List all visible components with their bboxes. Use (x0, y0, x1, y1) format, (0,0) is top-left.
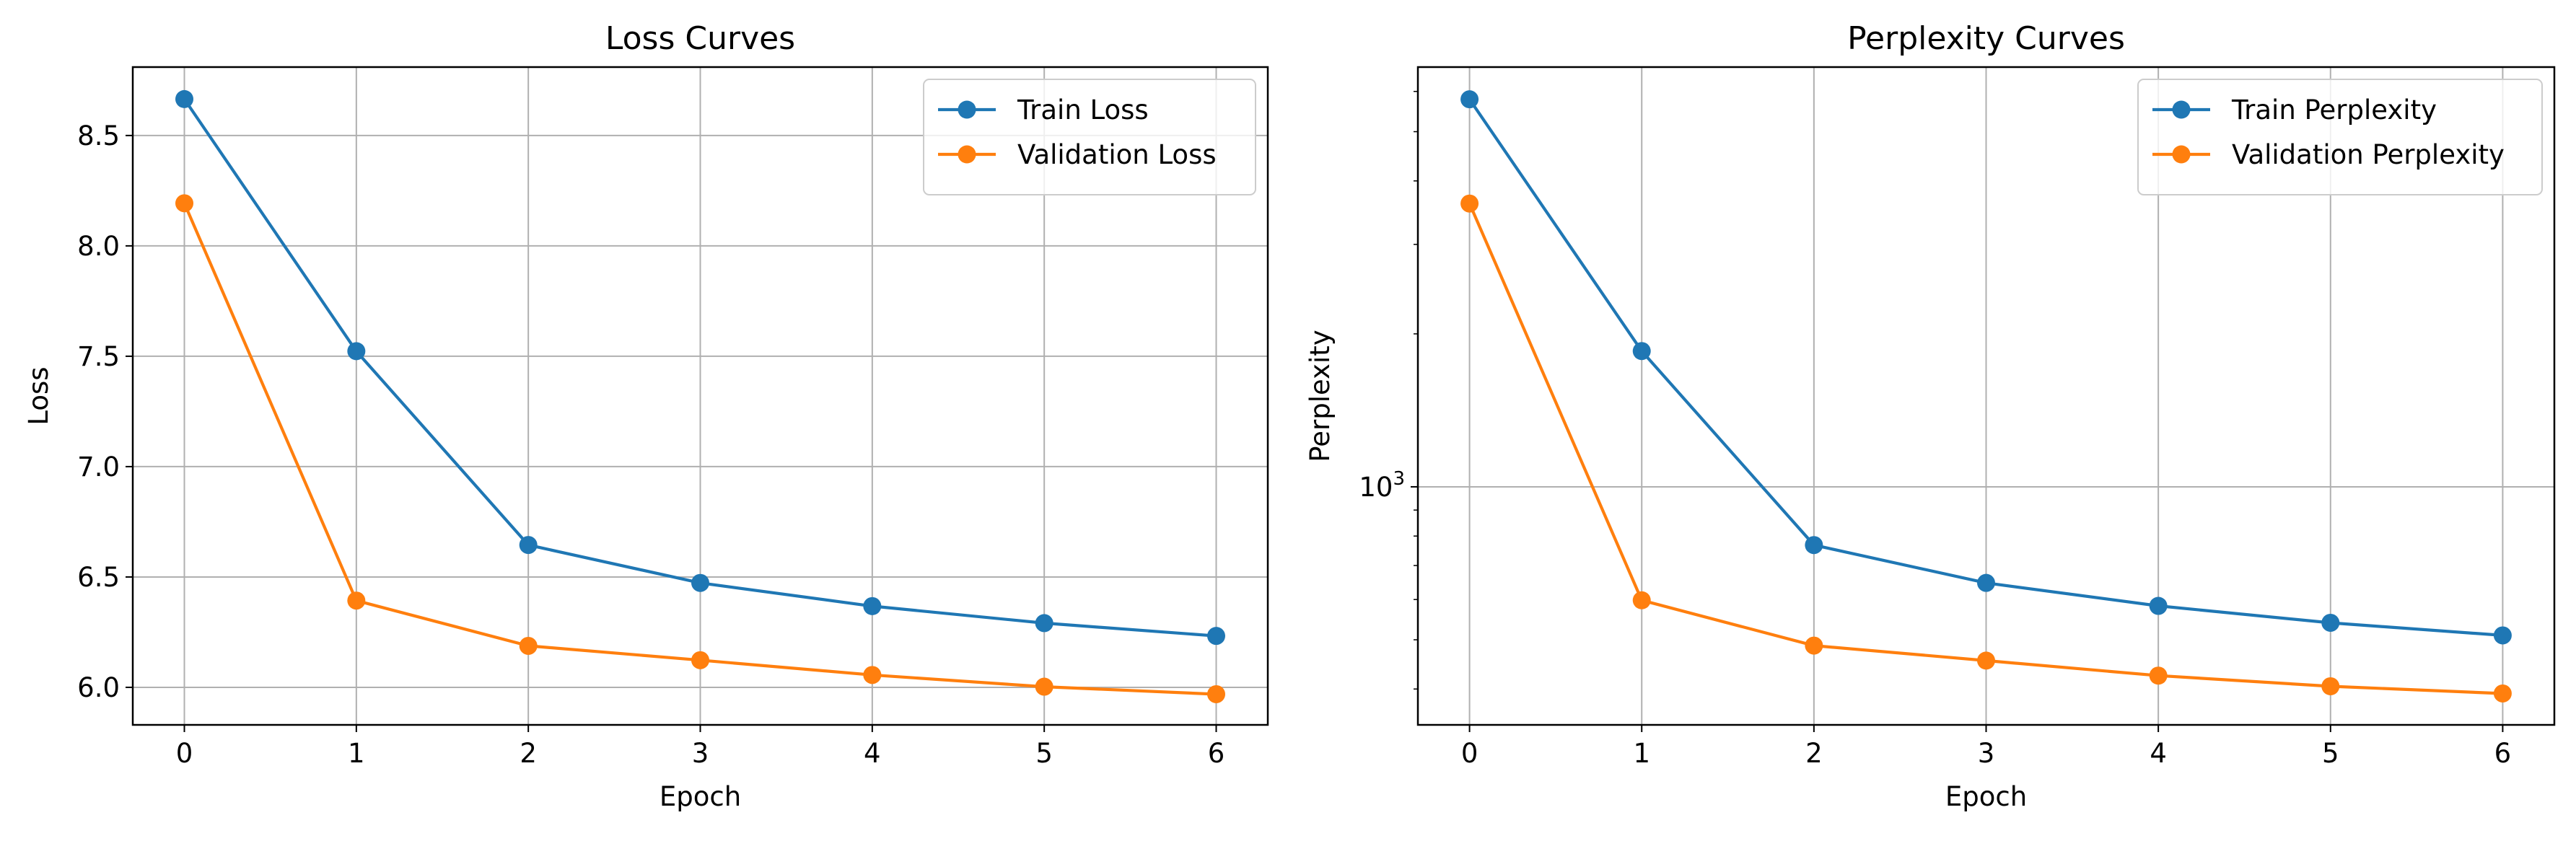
chart-panel-0: 0 1 2 3 4 5 6 6.0 6.5 7.0 7.5 8.0 8.5 Loss Curves Epoc… (23, 20, 1269, 812)
x-axis-label: Epoch (660, 781, 741, 812)
x-tick-label: 1 (348, 738, 365, 769)
data-point (691, 651, 709, 669)
data-point (863, 596, 882, 615)
data-point (1035, 677, 1053, 696)
legend-swatch-marker (958, 100, 976, 119)
data-point (1460, 90, 1479, 109)
data-point (691, 573, 709, 592)
y-tick-label: 8.5 (77, 120, 120, 151)
data-point (175, 194, 193, 213)
legend-label: Validation Perplexity (2232, 139, 2505, 170)
y-tick-label: 7.0 (77, 452, 120, 483)
x-tick-label: 2 (1805, 738, 1823, 769)
legend-label: Validation Loss (1017, 139, 1217, 170)
data-point (347, 591, 366, 610)
data-point (1207, 684, 1225, 703)
y-tick-label: 8.0 (77, 231, 120, 262)
data-point (519, 536, 538, 555)
legend-swatch-marker (958, 145, 976, 164)
x-tick-label: 1 (1633, 738, 1650, 769)
data-point (1805, 536, 1823, 555)
y-axis-label: Loss (23, 366, 54, 425)
data-point (1632, 591, 1651, 609)
data-point (1035, 614, 1053, 633)
legend-box (2137, 79, 2543, 195)
x-tick-label: 0 (1461, 738, 1478, 769)
y-tick-label: 6.0 (77, 672, 120, 703)
data-point (2149, 666, 2168, 685)
x-tick-label: 3 (692, 738, 709, 769)
x-tick-label: 4 (864, 738, 881, 769)
axes-frame (1416, 66, 2556, 726)
legend-box (923, 79, 1256, 195)
y-tick-label: 103 (1359, 468, 1405, 503)
data-point (1977, 573, 1995, 592)
legend: Train Loss Validation Loss (923, 79, 1256, 195)
axes-frame (131, 66, 1269, 726)
y-tick-label: 7.5 (77, 341, 120, 372)
data-point (2493, 684, 2512, 703)
legend-swatch-marker (2172, 145, 2191, 164)
data-point (1977, 651, 1995, 670)
chart-panel-1: 0 1 2 3 4 5 6 103 Perplexity Curves Epoch Perplexi… (1305, 20, 2556, 812)
x-tick-label: 6 (2494, 738, 2512, 769)
data-point (1805, 636, 1823, 655)
data-point (863, 666, 882, 684)
data-point (2493, 626, 2512, 645)
x-tick-label: 0 (176, 738, 193, 769)
data-point (347, 342, 366, 361)
x-tick-label: 3 (1978, 738, 1995, 769)
chart-title: Loss Curves (605, 20, 795, 57)
data-point (2321, 677, 2340, 695)
y-tick-label: 6.5 (77, 562, 120, 593)
legend-swatch-marker (2172, 100, 2191, 119)
chart-title: Perplexity Curves (1847, 20, 2125, 57)
data-point (175, 89, 193, 108)
x-tick-label: 4 (2150, 738, 2167, 769)
x-axis-label: Epoch (1945, 781, 2027, 812)
data-point (1632, 342, 1651, 361)
data-point (1207, 627, 1225, 646)
legend-label: Train Loss (1017, 94, 1149, 126)
data-point (519, 636, 538, 655)
x-tick-label: 6 (1208, 738, 1225, 769)
x-tick-label: 5 (1035, 738, 1053, 769)
legend: Train Perplexity Validation Perplexity (2137, 79, 2543, 195)
x-tick-label: 5 (2322, 738, 2339, 769)
data-point (2149, 596, 2168, 615)
data-point (1460, 194, 1479, 213)
x-tick-label: 2 (520, 738, 537, 769)
y-axis-label: Perplexity (1305, 330, 1336, 462)
legend-label: Train Perplexity (2231, 94, 2437, 126)
data-point (2321, 613, 2340, 632)
